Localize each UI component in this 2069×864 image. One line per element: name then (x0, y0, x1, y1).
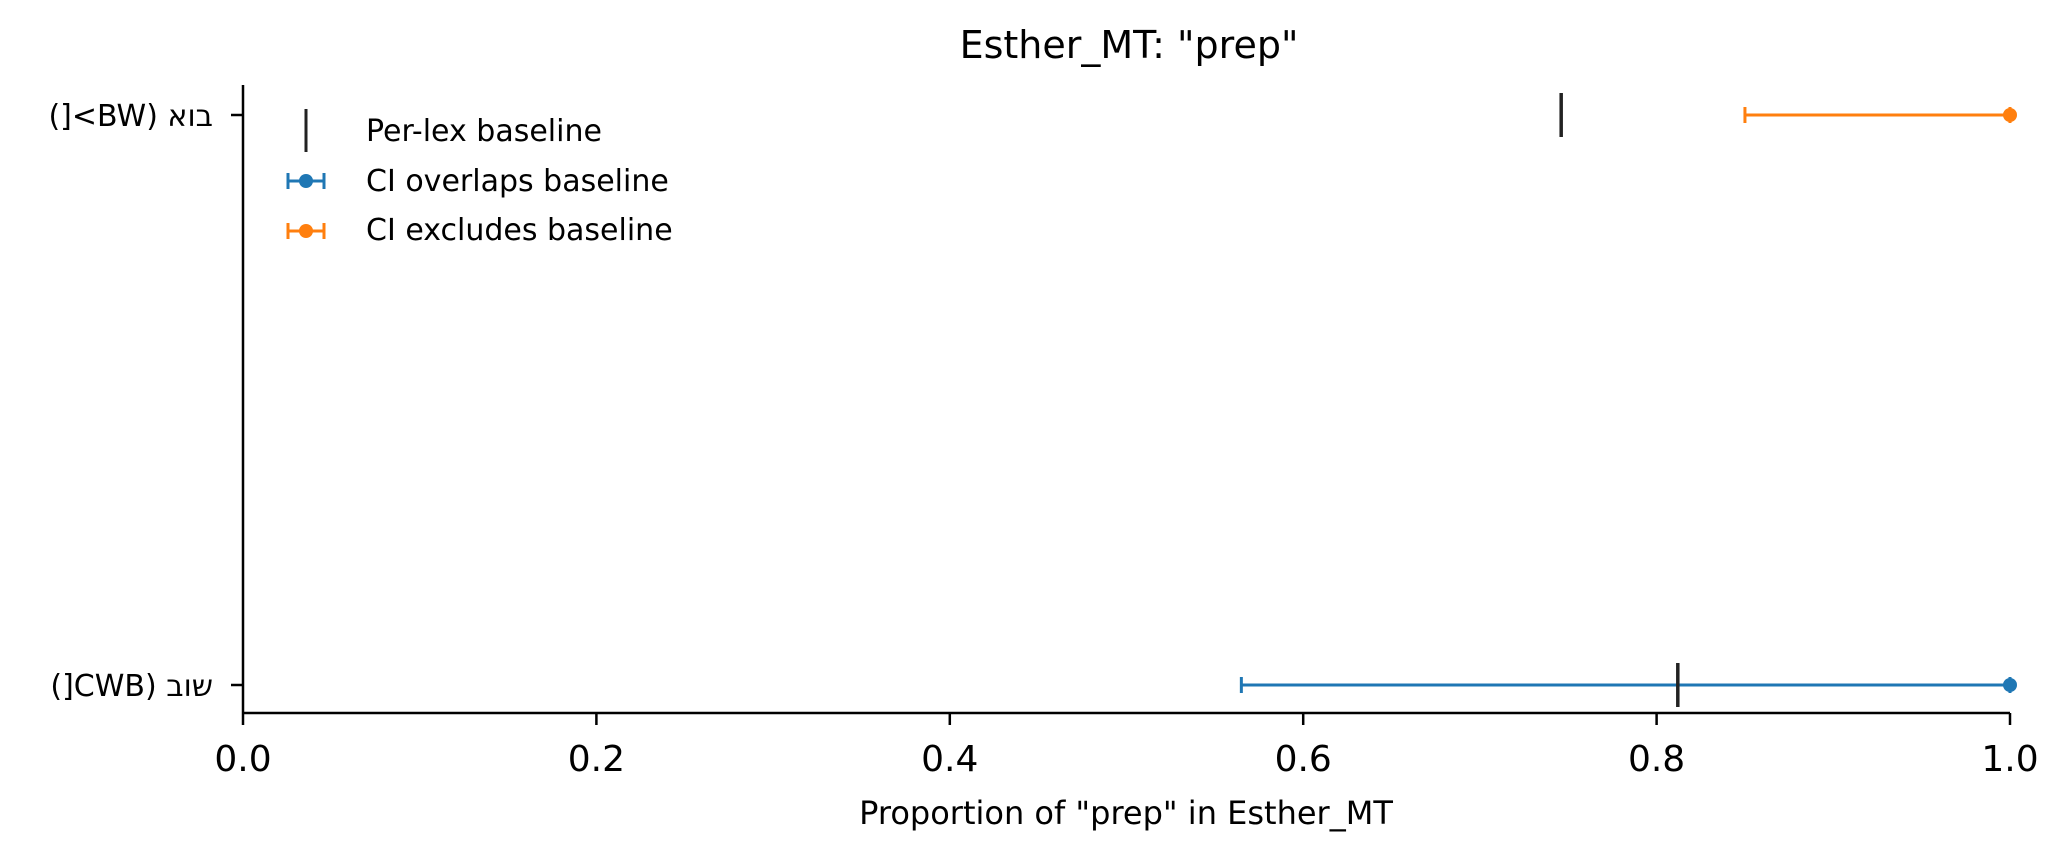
data-marks (1239, 93, 2017, 707)
errorbar-overlap (1239, 677, 2017, 693)
errorbar-exclude (1743, 107, 2017, 123)
legend-baseline-label: Per-lex baseline (366, 114, 602, 149)
legend-exclude-marker (286, 223, 326, 239)
chart-title: Esther_MT: "prep" (960, 23, 1299, 67)
y-tick-label: בוא (BW>[) (48, 99, 213, 134)
y-tick-label: שוב (CWB[) (50, 669, 213, 704)
x-tick-label: 1.0 (1981, 739, 2038, 780)
y-ticks: בוא (BW>[) שוב (CWB[) (48, 99, 243, 704)
legend-exclude-label: CI excludes baseline (366, 213, 673, 248)
estimate-point (2003, 678, 2017, 692)
x-tick-label: 0.2 (568, 739, 625, 780)
x-tick-label: 0.4 (921, 739, 978, 780)
x-tick-label: 0.8 (1628, 739, 1685, 780)
legend-overlap-marker (286, 173, 326, 189)
x-tick-label: 0.0 (214, 739, 271, 780)
estimate-point (2003, 108, 2017, 122)
x-ticks: 0.0 0.2 0.4 0.6 0.8 1.0 (214, 713, 2039, 780)
legend: Per-lex baseline CI overlaps baseline CI… (286, 109, 673, 248)
legend-overlap-label: CI overlaps baseline (366, 164, 669, 199)
x-axis-label: Proportion of "prep" in Esther_MT (859, 794, 1393, 832)
x-tick-label: 0.6 (1275, 739, 1332, 780)
